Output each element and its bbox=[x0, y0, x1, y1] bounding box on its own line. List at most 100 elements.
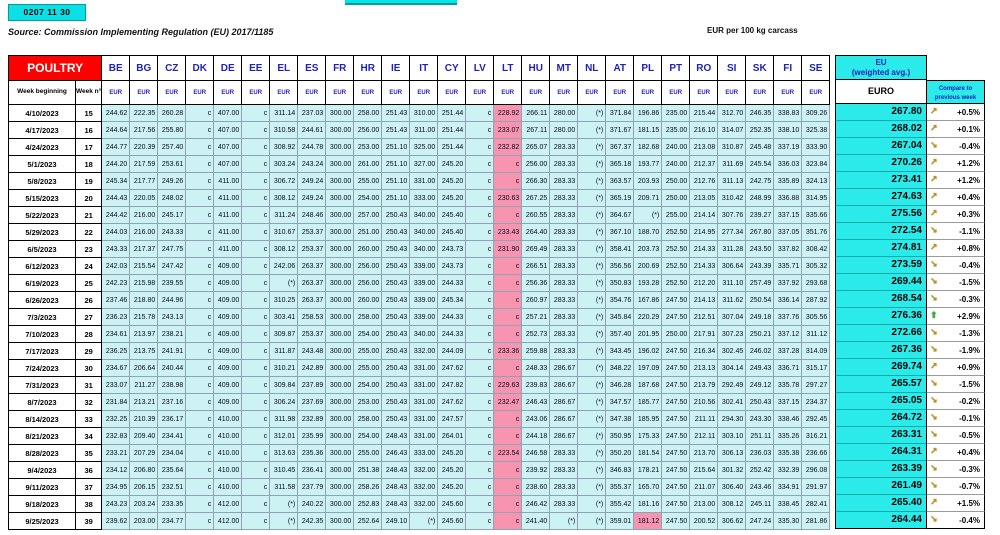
eu-price-cell[interactable]: 276.36 bbox=[835, 308, 927, 325]
price-cell-lt[interactable]: 223.54 bbox=[493, 444, 523, 462]
price-cell-ee[interactable]: c bbox=[241, 223, 271, 241]
price-cell-dk[interactable]: c bbox=[185, 138, 215, 156]
price-cell-hr[interactable]: 254.00 bbox=[353, 189, 383, 207]
price-cell-el[interactable]: 308.12 bbox=[269, 240, 299, 258]
price-cell-pt[interactable]: 240.00 bbox=[661, 155, 691, 173]
price-cell-fr[interactable]: 300.00 bbox=[325, 206, 355, 224]
price-cell-fr[interactable]: 300.00 bbox=[325, 478, 355, 496]
price-cell-ie[interactable]: 250.43 bbox=[381, 223, 411, 241]
week-number-cell[interactable]: 28 bbox=[74, 325, 103, 343]
currency-subheader-es[interactable]: EUR bbox=[297, 80, 327, 105]
compare-cell[interactable]: ↗ +0.4% bbox=[927, 444, 985, 461]
price-cell-mt[interactable]: 283.33 bbox=[549, 257, 579, 275]
price-cell-lv[interactable]: c bbox=[465, 189, 495, 207]
price-cell-cy[interactable]: 264.01 bbox=[437, 427, 467, 445]
price-cell-it[interactable]: 331.00 bbox=[409, 427, 439, 445]
price-cell-mt[interactable]: 283.33 bbox=[549, 495, 579, 513]
price-cell-mt[interactable]: 283.33 bbox=[549, 138, 579, 156]
price-cell-se[interactable]: 291.97 bbox=[801, 478, 831, 496]
price-cell-sk[interactable]: 243.30 bbox=[745, 410, 775, 428]
price-cell-it[interactable]: 331.00 bbox=[409, 410, 439, 428]
price-cell-cy[interactable]: 247.62 bbox=[437, 359, 467, 377]
price-cell-fi[interactable]: 336.88 bbox=[773, 189, 803, 207]
price-cell-fr[interactable]: 300.00 bbox=[325, 393, 355, 411]
price-cell-it[interactable]: 311.00 bbox=[409, 121, 439, 139]
price-cell-cy[interactable]: 244.33 bbox=[437, 308, 467, 326]
price-cell-fr[interactable]: 300.00 bbox=[325, 325, 355, 343]
compare-cell[interactable]: ↗ +0.8% bbox=[927, 240, 985, 257]
price-cell-cz[interactable]: 237.16 bbox=[157, 393, 187, 411]
price-cell-at[interactable]: 355.42 bbox=[605, 495, 635, 513]
price-cell-be[interactable]: 234.61 bbox=[101, 325, 131, 343]
price-cell-cz[interactable]: 247.42 bbox=[157, 257, 187, 275]
price-cell-hu[interactable]: 267.25 bbox=[521, 189, 551, 207]
price-cell-ee[interactable]: c bbox=[241, 104, 271, 122]
price-cell-sk[interactable]: 246.02 bbox=[745, 342, 775, 360]
currency-subheader-lv[interactable]: EUR bbox=[465, 80, 495, 105]
price-cell-si[interactable]: 307.04 bbox=[717, 308, 747, 326]
price-cell-si[interactable]: 302.41 bbox=[717, 393, 747, 411]
price-cell-dk[interactable]: c bbox=[185, 376, 215, 394]
price-cell-sk[interactable]: 243.39 bbox=[745, 257, 775, 275]
price-cell-cy[interactable]: 244.33 bbox=[437, 325, 467, 343]
price-cell-es[interactable]: 232.89 bbox=[297, 410, 327, 428]
price-cell-fi[interactable]: 338.10 bbox=[773, 121, 803, 139]
price-cell-hu[interactable]: 266.30 bbox=[521, 172, 551, 190]
price-cell-ie[interactable]: 250.43 bbox=[381, 206, 411, 224]
eu-price-cell[interactable]: 263.39 bbox=[835, 461, 927, 478]
price-cell-si[interactable]: 306.13 bbox=[717, 444, 747, 462]
compare-cell[interactable]: ↘ -1.1% bbox=[927, 223, 985, 240]
price-cell-nl[interactable]: (*) bbox=[577, 121, 607, 139]
price-cell-fi[interactable]: 337.82 bbox=[773, 240, 803, 258]
price-cell-el[interactable]: 242.06 bbox=[269, 257, 299, 275]
price-cell-es[interactable]: 263.37 bbox=[297, 291, 327, 309]
price-cell-cz[interactable]: 248.02 bbox=[157, 189, 187, 207]
week-beginning-cell[interactable]: 5/8/2023 bbox=[8, 172, 76, 190]
price-cell-bg[interactable]: 213.75 bbox=[129, 342, 159, 360]
price-cell-ie[interactable]: 250.43 bbox=[381, 308, 411, 326]
price-cell-be[interactable]: 233.21 bbox=[101, 444, 131, 462]
price-cell-si[interactable]: 311.13 bbox=[717, 172, 747, 190]
price-cell-nl[interactable]: (*) bbox=[577, 495, 607, 513]
price-cell-cy[interactable]: 251.44 bbox=[437, 138, 467, 156]
country-header-pt[interactable]: PT bbox=[661, 55, 691, 81]
price-cell-be[interactable]: 234.67 bbox=[101, 359, 131, 377]
price-cell-se[interactable]: 305.56 bbox=[801, 308, 831, 326]
price-cell-at[interactable]: 345.84 bbox=[605, 308, 635, 326]
week-beginning-cell[interactable]: 6/5/2023 bbox=[8, 240, 76, 258]
price-cell-se[interactable]: 293.68 bbox=[801, 274, 831, 292]
price-cell-fr[interactable]: 300.00 bbox=[325, 359, 355, 377]
price-cell-lv[interactable]: c bbox=[465, 325, 495, 343]
price-cell-sk[interactable]: 252.35 bbox=[745, 121, 775, 139]
price-cell-se[interactable]: 308.42 bbox=[801, 240, 831, 258]
price-cell-bg[interactable]: 211.27 bbox=[129, 376, 159, 394]
price-cell-pt[interactable]: 252.50 bbox=[661, 274, 691, 292]
price-cell-ro[interactable]: 213.13 bbox=[689, 359, 719, 377]
price-cell-hu[interactable]: 238.60 bbox=[521, 478, 551, 496]
eu-price-cell[interactable]: 261.49 bbox=[835, 478, 927, 495]
price-cell-es[interactable]: 253.37 bbox=[297, 223, 327, 241]
currency-subheader-el[interactable]: EUR bbox=[269, 80, 299, 105]
week-beginning-cell[interactable]: 9/18/2023 bbox=[8, 495, 76, 513]
week-number-cell[interactable]: 31 bbox=[74, 376, 103, 394]
price-cell-lv[interactable]: c bbox=[465, 393, 495, 411]
price-cell-pl[interactable]: 203.93 bbox=[633, 172, 663, 190]
price-cell-ee[interactable]: c bbox=[241, 206, 271, 224]
price-cell-ro[interactable]: 213.00 bbox=[689, 495, 719, 513]
price-cell-ee[interactable]: c bbox=[241, 342, 271, 360]
country-header-bg[interactable]: BG bbox=[129, 55, 159, 81]
week-beginning-cell[interactable]: 8/28/2023 bbox=[8, 444, 76, 462]
price-cell-sk[interactable]: 236.03 bbox=[745, 444, 775, 462]
currency-subheader-sk[interactable]: EUR bbox=[745, 80, 775, 105]
price-cell-si[interactable]: 307.76 bbox=[717, 206, 747, 224]
price-cell-hu[interactable]: 266.11 bbox=[521, 104, 551, 122]
price-cell-ie[interactable]: 250.43 bbox=[381, 359, 411, 377]
price-cell-pt[interactable]: 247.50 bbox=[661, 461, 691, 479]
currency-subheader-si[interactable]: EUR bbox=[717, 80, 747, 105]
price-cell-pt[interactable]: 247.50 bbox=[661, 478, 691, 496]
week-beginning-cell[interactable]: 8/21/2023 bbox=[8, 427, 76, 445]
price-cell-de[interactable]: 407.00 bbox=[213, 104, 243, 122]
currency-subheader-se[interactable]: EUR bbox=[801, 80, 831, 105]
price-cell-it[interactable]: 310.00 bbox=[409, 104, 439, 122]
price-cell-cy[interactable]: 245.20 bbox=[437, 155, 467, 173]
